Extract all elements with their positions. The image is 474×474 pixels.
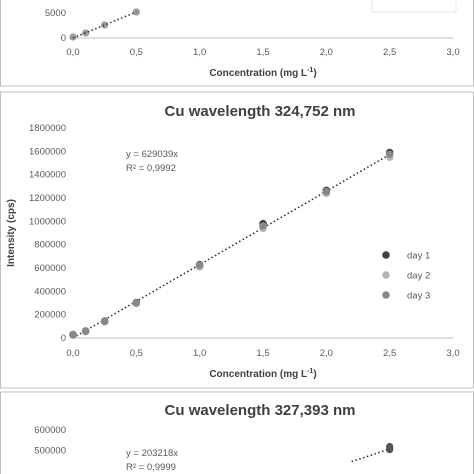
legend-label: day 1: [407, 251, 430, 262]
middle-x-ticks: 0,0 0,5 1,0 1,5 2,0 2,5 3,0: [66, 348, 459, 359]
bottom-r-squared: R² = 0,9999: [126, 462, 176, 473]
top-y-ticks: 0 5000: [45, 8, 66, 44]
middle-data-point: [132, 298, 141, 307]
middle-y-tick-label: 1600000: [29, 146, 66, 157]
middle-data-point: [195, 261, 204, 269]
top-x-ticks: 0,0 0,5 1,0 1,5 2,0 2,5 3,0: [66, 47, 459, 58]
middle-y-tick-label: 1200000: [29, 193, 66, 204]
top-data-points: [69, 8, 140, 41]
top-data-point: [101, 21, 109, 29]
middle-legend: day 1 day 2 day 3: [382, 251, 430, 302]
bottom-chart: Cu wavelength 327,393 nm 500000 600000 y …: [0, 391, 474, 474]
bottom-y-tick-label: 600000: [34, 425, 66, 436]
middle-y-tick-label: 1400000: [29, 170, 66, 181]
middle-x-tick-label: 1,0: [193, 348, 206, 359]
legend-label: day 2: [407, 271, 430, 282]
middle-y-ticks: 0 200000 400000 600000 800000 1000000 1200000 1…: [29, 123, 66, 344]
bottom-chart-title: Cu wavelength 327,393 nm: [165, 402, 356, 419]
top-y-tick-label: 0: [61, 33, 66, 44]
middle-chart-frame: [0, 91, 474, 389]
top-legend-box: [371, 0, 457, 13]
middle-x-tick-label: 1,5: [256, 348, 269, 359]
middle-data-point: [322, 187, 331, 196]
legend-label: day 3: [407, 291, 430, 302]
middle-y-tick-label: 800000: [34, 240, 66, 251]
top-data-point: [82, 29, 90, 37]
bottom-data-point: [386, 444, 394, 452]
middle-equation: y = 629039x: [126, 149, 178, 160]
legend-marker: [382, 271, 390, 279]
bottom-equation: y = 203218x: [126, 448, 178, 459]
top-x-tick-label: 2,0: [320, 47, 333, 58]
middle-chart-title: Cu wavelength 324,752 nm: [165, 103, 356, 120]
middle-y-tick-label: 600000: [34, 263, 66, 274]
middle-x-tick-label: 0,5: [130, 348, 143, 359]
top-data-point: [69, 33, 77, 41]
bottom-y-ticks: 500000 600000: [34, 425, 66, 457]
middle-x-tick-label: 2,0: [320, 348, 333, 359]
middle-r-squared: R² = 0,9992: [126, 163, 176, 174]
bottom-y-tick-label: 500000: [34, 446, 66, 457]
top-x-tick-label: 3,0: [446, 47, 459, 58]
middle-x-tick-label: 0,0: [66, 348, 79, 359]
top-chart: 0 5000 0,0 0,5 1,0 1,5 2,0 2,5 3,0 Concentratio…: [0, 0, 474, 87]
middle-y-tick-label: 400000: [34, 286, 66, 297]
top-x-axis-title: Concentration (mg L-1): [209, 67, 316, 79]
middle-y-tick-label: 200000: [34, 310, 66, 321]
middle-data-point: [100, 317, 109, 326]
middle-y-axis-title: Intensity (cps): [6, 199, 17, 267]
top-x-tick-label: 1,0: [193, 47, 206, 58]
middle-x-tick-label: 3,0: [446, 348, 459, 359]
top-y-tick-label: 5000: [45, 8, 66, 19]
bottom-trendline: [351, 448, 390, 463]
legend-marker: [382, 291, 390, 299]
middle-data-point: [385, 150, 394, 159]
top-x-tick-label: 0,5: [130, 47, 143, 58]
middle-data-point: [69, 330, 77, 339]
top-x-tick-label: 1,5: [256, 47, 269, 58]
middle-y-tick-label: 1800000: [29, 123, 66, 134]
middle-data-point: [81, 327, 90, 336]
middle-data-points: [69, 148, 394, 339]
top-x-tick-label: 0,0: [66, 47, 79, 58]
middle-y-tick-label: 0: [61, 333, 66, 344]
middle-x-axis-title: Concentration (mg L-1): [209, 368, 316, 380]
top-trendline: [72, 11, 137, 39]
top-x-tick-label: 2,5: [383, 47, 396, 58]
legend-marker: [382, 251, 390, 259]
middle-trendline: [72, 153, 391, 339]
bottom-data-points: [351, 442, 394, 463]
middle-x-tick-label: 2,5: [383, 348, 396, 359]
middle-data-point: [259, 222, 267, 230]
middle-chart: Cu wavelength 324,752 nm 0 200000 400000 60…: [0, 91, 474, 389]
middle-y-tick-label: 1000000: [29, 216, 66, 227]
